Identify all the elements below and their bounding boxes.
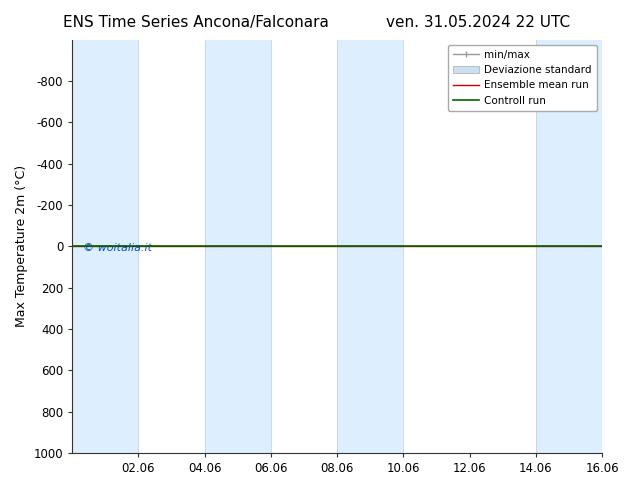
Bar [536,40,602,453]
Bar [337,40,403,453]
Text: ven. 31.05.2024 22 UTC: ven. 31.05.2024 22 UTC [387,15,571,30]
Y-axis label: Max Temperature 2m (°C): Max Temperature 2m (°C) [15,165,28,327]
Bar [72,40,138,453]
Text: ENS Time Series Ancona/Falconara: ENS Time Series Ancona/Falconara [63,15,329,30]
Text: © woitalia.it: © woitalia.it [83,244,152,253]
Legend: min/max, Deviazione standard, Ensemble mean run, Controll run: min/max, Deviazione standard, Ensemble m… [448,45,597,111]
Bar [205,40,271,453]
